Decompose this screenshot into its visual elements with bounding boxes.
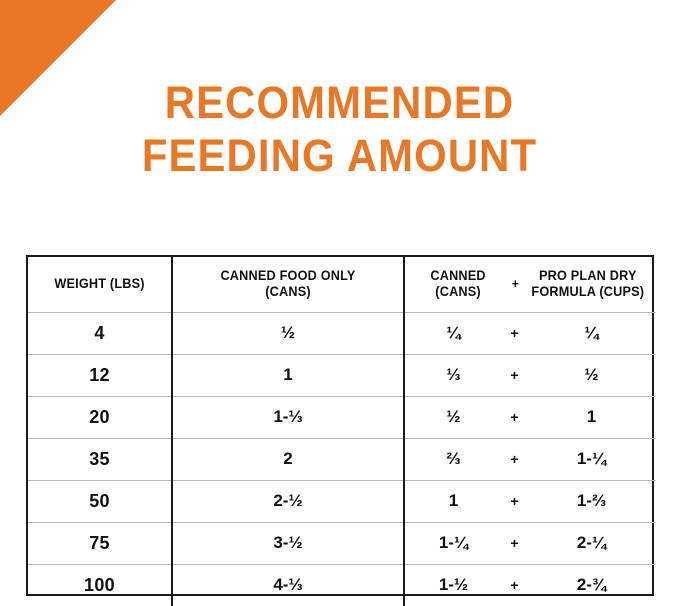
cell-plus-sign: + [510,367,519,383]
table-row: 4 ½ ¼ + ¼ [28,312,656,354]
cell-combo-dry: 2-¼ [576,533,607,552]
table-row: 12 1 ⅓ + ½ [28,353,656,396]
cell-combo-canned: 1-½ [438,575,469,594]
table-row: 100 4-⅓ 1-½ +2-¾ [28,563,656,606]
feeding-amount-table: WEIGHT (LBS) CANNED FOOD ONLY (CANS) CAN… [26,255,656,606]
cell-plus-sign: + [510,577,519,593]
cell-plus-sign: + [510,325,519,341]
table-row: 75 3-½ 1-¼ +2-¼ [28,521,656,564]
orange-corner-decoration [0,0,116,116]
column-header-combo-dry-line-1: PRO PLAN DRY [538,268,637,284]
cell-plus-sign: + [510,493,519,509]
cell-combination: 1-¼ +2-¼ [403,521,656,564]
cell-combo-canned: 1 [448,491,459,510]
cell-combo-canned: ⅓ [446,365,461,384]
column-header-canned-only: CANNED FOOD ONLY (CANS) [178,257,398,313]
cell-weight: 75 [28,521,172,564]
cell-weight: 12 [28,353,172,396]
column-header-canned-only-line-1: CANNED FOOD ONLY [220,268,356,284]
cell-combo-dry: 1 [586,407,597,426]
cell-combo-canned: 1-¼ [438,533,469,552]
cell-plus-sign: + [510,535,519,551]
table-body: 4 ½ ¼ + ¼ 12 1 ⅓ + ½ 20 1-⅓ ½ +1 35 2 ⅔ +1-¼ 50 2-½ 1 +1-⅔ 75 3… [28,312,656,606]
cell-combo-dry: 1-⅔ [576,491,607,510]
feeding-table: WEIGHT (LBS) CANNED FOOD ONLY (CANS) CAN… [28,257,656,606]
cell-combo-canned: ¼ [446,323,461,342]
cell-combo-dry: 2-¾ [576,575,607,594]
column-header-combo-dry: PRO PLAN DRY FORMULA (CUPS) [528,268,648,300]
cell-weight: 35 [28,437,172,480]
cell-weight: 20 [28,395,172,438]
cell-canned-food-only: 4-⅓ [171,563,404,606]
cell-canned-food-only: 2 [171,437,404,480]
page-title: RECOMMENDED FEEDING AMOUNT [24,76,655,182]
cell-plus-sign: + [510,451,519,467]
cell-combination: 1-½ +2-¾ [403,563,656,606]
table-row: 20 1-⅓ ½ +1 [28,395,656,438]
cell-canned-food-only: 1-⅓ [171,395,404,438]
cell-weight: 100 [28,563,172,606]
cell-weight: 50 [28,479,172,522]
cell-combo-dry: ½ [584,365,599,384]
column-header-combo-dry-line-2: FORMULA (CUPS) [531,284,645,300]
cell-combination: ⅔ +1-¼ [403,437,656,480]
column-header-combination: CANNED (CANS) + PRO PLAN DRY FORMULA (CU… [410,257,649,313]
cell-combination: 1 +1-⅔ [403,479,656,522]
cell-canned-food-only: 1 [171,353,404,396]
cell-combo-canned: ⅔ [446,449,461,468]
table-row: 35 2 ⅔ +1-¼ [28,437,656,480]
column-header-canned-only-line-2: (CANS) [265,284,311,300]
column-header-combo-canned: CANNED (CANS) [413,268,503,300]
cell-canned-food-only: ½ [171,312,404,354]
page-title-line-1: RECOMMENDED [164,77,515,128]
cell-weight: 4 [94,322,105,343]
cell-combo-dry: ¼ [584,323,599,342]
cell-canned-food-only: 2-½ [171,479,404,522]
table-header: WEIGHT (LBS) CANNED FOOD ONLY (CANS) CAN… [28,257,656,313]
column-header-combo-canned-line-2: (CANS) [435,284,481,300]
cell-combo-canned: ½ [446,407,461,426]
cell-combination: ½ +1 [403,395,656,438]
column-header-combo-canned-line-1: CANNED [430,268,486,284]
column-header-plus-sign: + [511,276,520,292]
cell-combination: ⅓ + ½ [403,353,656,396]
page-title-line-2: FEEDING AMOUNT [141,130,538,181]
cell-combo-dry: 1-¼ [576,449,607,468]
column-header-weight: WEIGHT (LBS) [32,257,168,313]
table-header-row: WEIGHT (LBS) CANNED FOOD ONLY (CANS) CAN… [28,257,656,313]
cell-combination: ¼ + ¼ [403,312,656,354]
table-row: 50 2-½ 1 +1-⅔ [28,479,656,522]
cell-plus-sign: + [510,409,519,425]
cell-canned-food-only: 3-½ [171,521,404,564]
